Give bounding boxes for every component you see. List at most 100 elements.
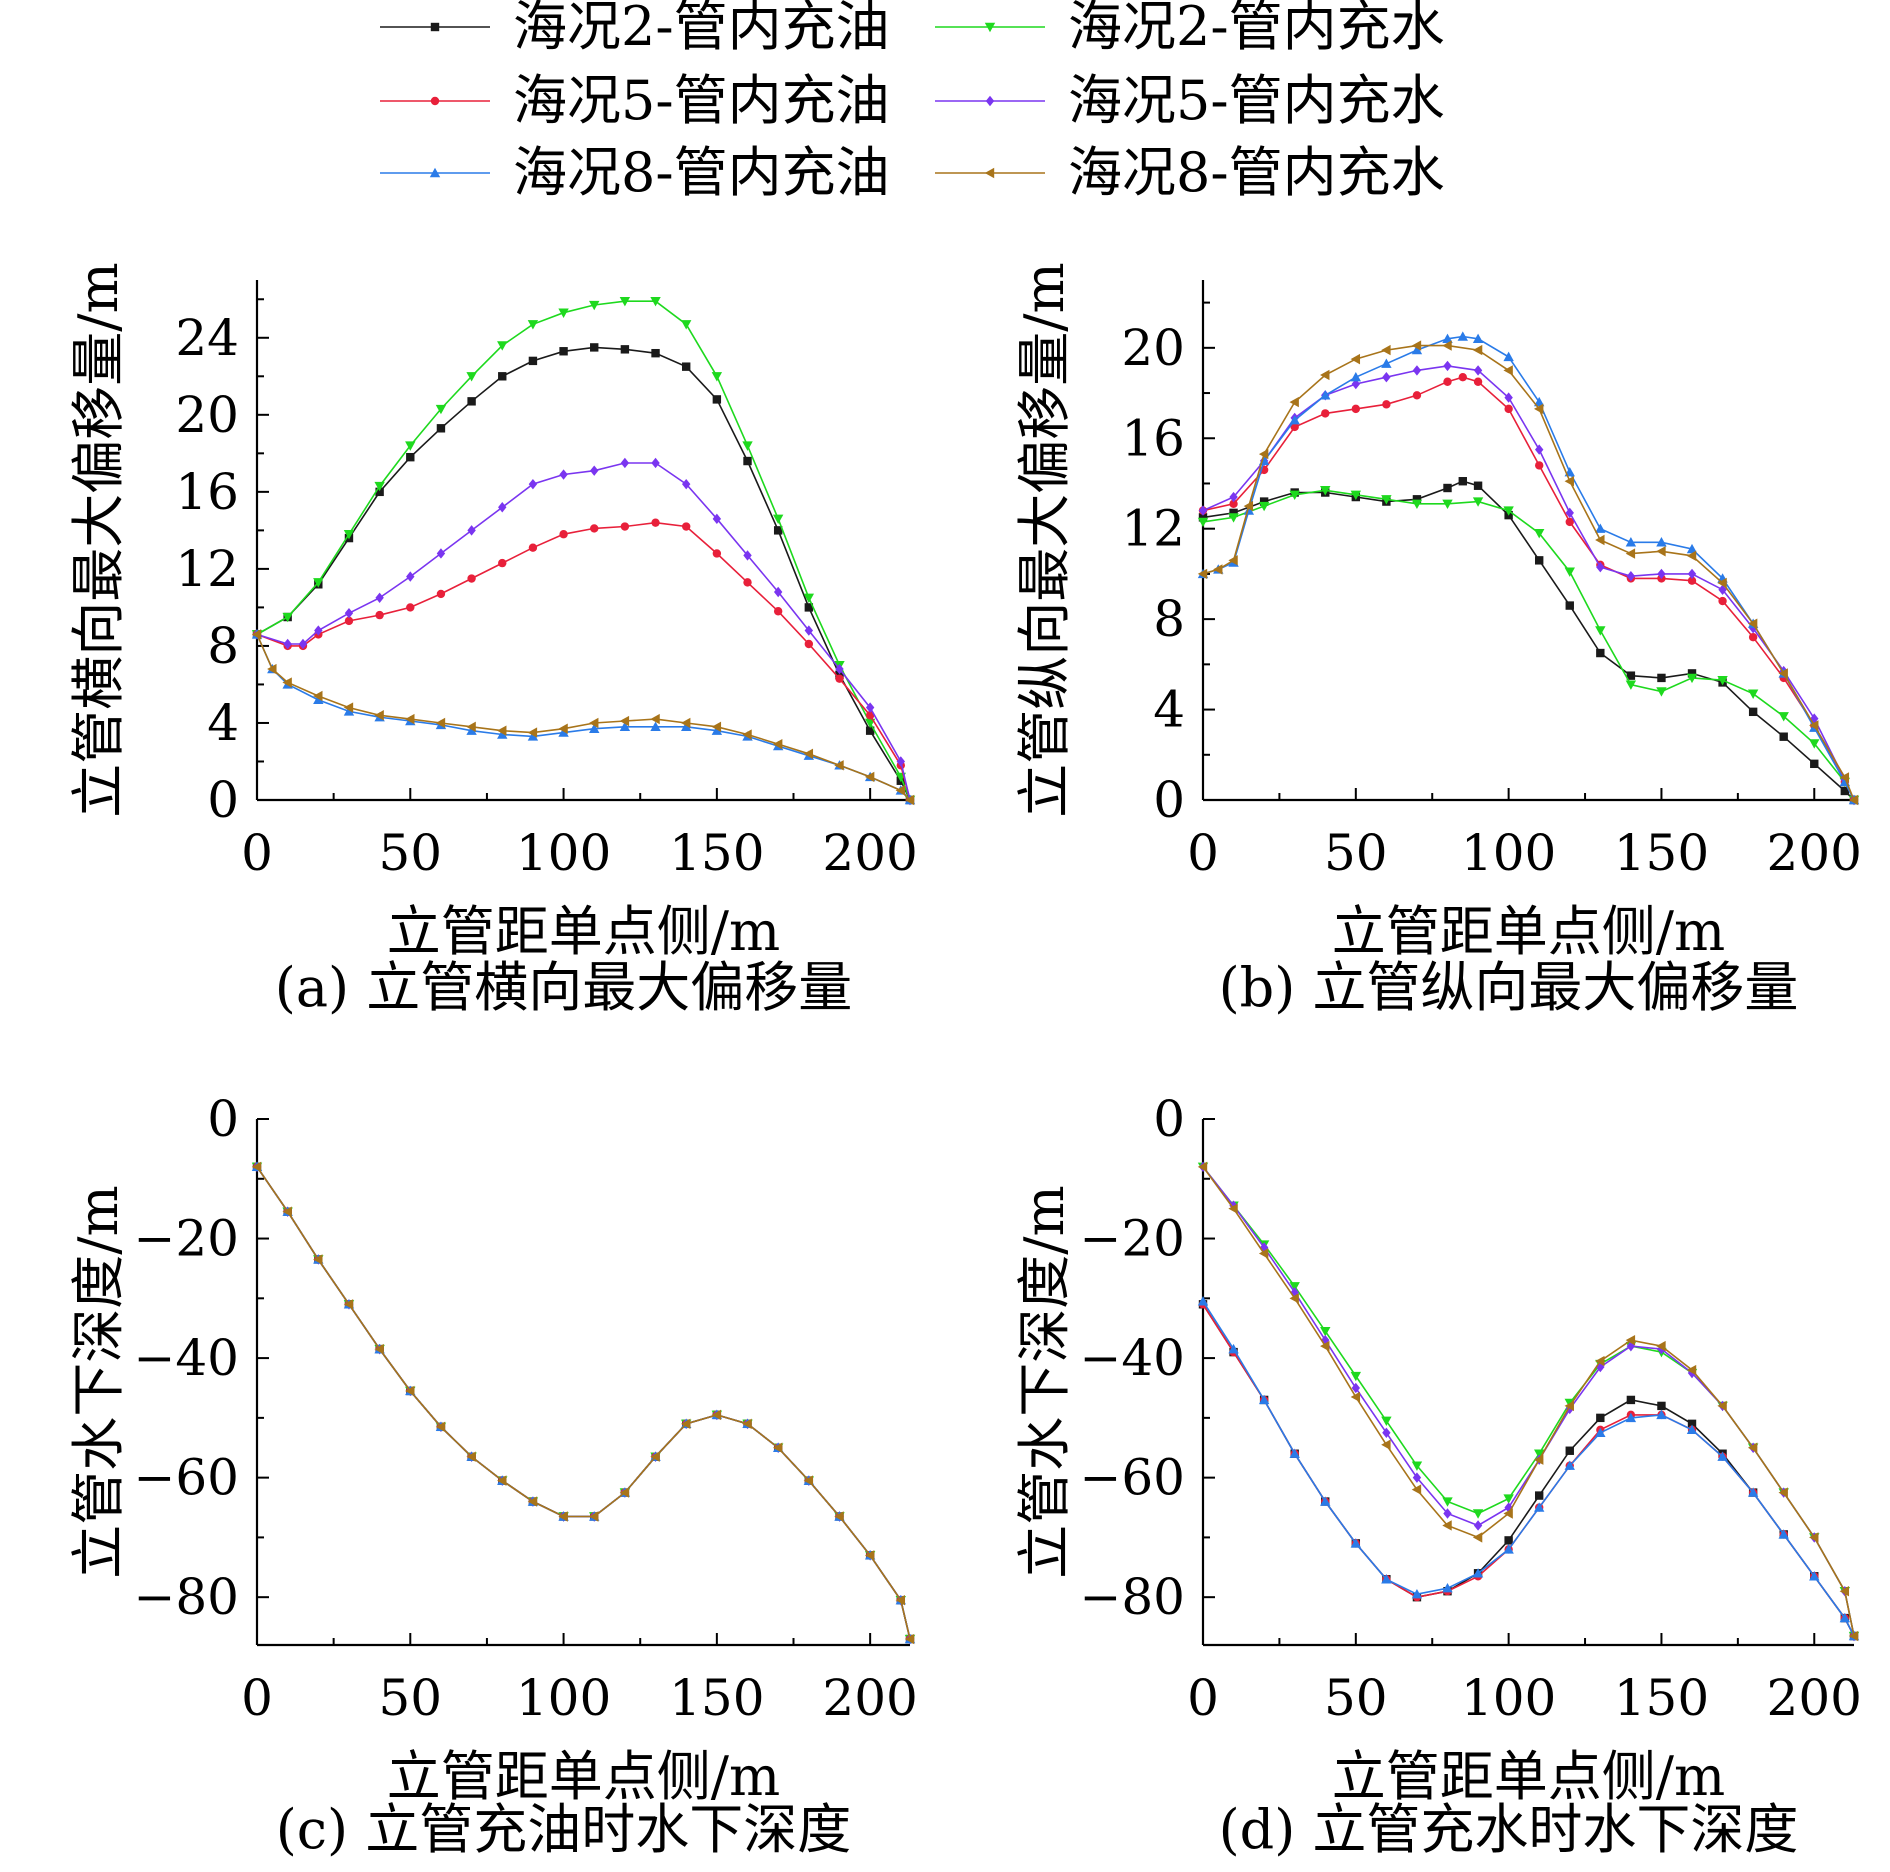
x-tick-label: 150 <box>669 1669 764 1727</box>
data-point-water_s2 <box>1533 529 1545 539</box>
data-point-water_s8 <box>313 1254 323 1265</box>
data-point-oil_s2 <box>1687 1419 1697 1429</box>
data-point-water_s5 <box>375 592 384 603</box>
y-tick-label: −40 <box>1079 1329 1185 1387</box>
data-point-water_s8 <box>1533 1454 1544 1465</box>
data-point-water_s8 <box>1656 546 1666 557</box>
x-tick-label: 100 <box>1461 1669 1556 1727</box>
x-tick-label: 200 <box>822 824 917 882</box>
series-line-oil_s5 <box>256 521 911 801</box>
y-tick-label: 12 <box>175 540 239 598</box>
data-point-water_s8 <box>1686 1364 1697 1376</box>
data-point-water_s8 <box>343 1299 354 1310</box>
data-point-water_s2 <box>313 578 324 588</box>
data-point-oil_s8 <box>313 694 324 705</box>
legend-label-water_s5: 海况5-管内充水 <box>1068 69 1445 132</box>
x-tick-label: 200 <box>1767 824 1862 882</box>
data-point-water_s8 <box>527 727 538 738</box>
data-point-water_s5 <box>590 465 599 476</box>
data-point-oil_s8 <box>1564 1460 1575 1470</box>
series-water_s5 <box>252 457 915 806</box>
data-point-water_s8 <box>1350 353 1361 365</box>
data-point-water_s2 <box>1381 1416 1392 1427</box>
data-point-water_s2 <box>681 320 692 330</box>
y-axis-label: 立管纵向最大偏移量/m <box>1013 262 1076 817</box>
y-tick-label: 8 <box>1153 590 1185 648</box>
data-point-oil_s2 <box>1657 673 1666 683</box>
series-line-water_s2 <box>256 1166 911 1640</box>
x-tick-label: 150 <box>1614 824 1709 882</box>
data-point-water_s8 <box>1778 1487 1788 1498</box>
data-point-water_s8 <box>1289 396 1299 408</box>
data-point-oil_s8 <box>1656 537 1667 547</box>
data-point-water_s2 <box>466 372 477 382</box>
data-point-water_s2 <box>1197 517 1209 528</box>
x-tick-label: 50 <box>1324 824 1388 882</box>
data-point-water_s8 <box>904 1633 915 1645</box>
data-point-water_s8 <box>619 715 630 727</box>
series-line-oil_s2 <box>256 1166 911 1640</box>
y-tick-label: 4 <box>207 694 239 752</box>
chart-title: (d) 立管充水时水下深度 <box>1219 1798 1799 1861</box>
data-point-oil_s8 <box>343 706 355 716</box>
series-water_s5 <box>1198 1161 1859 1642</box>
legend-marker-water_s5 <box>985 95 995 107</box>
data-point-water_s5 <box>1351 1382 1361 1394</box>
data-point-water_s8 <box>589 1511 599 1522</box>
data-point-water_s5 <box>743 550 752 561</box>
data-point-water_s5 <box>1626 570 1636 582</box>
data-point-oil_s2 <box>1473 481 1483 490</box>
data-point-water_s8 <box>1381 1439 1391 1450</box>
data-point-water_s2 <box>1320 486 1331 496</box>
chart-title: (b) 立管纵向最大偏移量 <box>1219 956 1799 1019</box>
data-point-water_s8 <box>864 1550 875 1561</box>
y-tick-label: 0 <box>1153 1090 1185 1148</box>
data-point-water_s8 <box>313 690 323 702</box>
data-point-oil_s8 <box>1442 1583 1453 1593</box>
data-point-water_s8 <box>1320 369 1330 381</box>
data-point-oil_s8 <box>1381 358 1392 368</box>
data-point-water_s2 <box>1350 490 1362 500</box>
data-point-water_s2 <box>1595 626 1606 636</box>
series-line-oil_s2 <box>1202 480 1855 801</box>
data-point-oil_s5 <box>1748 633 1758 642</box>
data-point-water_s5 <box>1596 561 1605 573</box>
data-point-water_s8 <box>864 771 875 783</box>
data-point-water_s8 <box>558 1511 568 1522</box>
data-point-oil_s8 <box>1686 1424 1698 1435</box>
y-tick-label: −80 <box>1079 1568 1185 1626</box>
chart-title: (a) 立管横向最大偏移量 <box>275 956 853 1019</box>
data-point-water_s5 <box>1718 584 1727 595</box>
data-point-water_s8 <box>267 663 277 675</box>
x-axis-label: 立管距单点侧/m <box>1332 900 1725 963</box>
data-point-oil_s8 <box>1350 372 1362 382</box>
data-point-oil_s2 <box>865 726 875 735</box>
data-point-water_s8 <box>527 1496 538 1507</box>
data-point-oil_s2 <box>1565 601 1574 610</box>
data-point-water_s2 <box>1747 689 1759 699</box>
data-point-oil_s2 <box>1504 1536 1513 1545</box>
data-point-water_s5 <box>1412 1472 1422 1483</box>
data-point-oil_s8 <box>1197 1296 1209 1306</box>
data-point-oil_s5 <box>559 530 568 539</box>
chart-title: (c) 立管充油时水下深度 <box>276 1798 852 1861</box>
data-point-oil_s5 <box>1687 576 1697 585</box>
data-point-oil_s8 <box>1258 1394 1270 1405</box>
data-point-oil_s8 <box>589 723 600 733</box>
data-point-oil_s5 <box>406 603 415 612</box>
series-water_s8 <box>1197 1161 1859 1642</box>
data-point-oil_s5 <box>1534 461 1544 470</box>
data-point-oil_s2 <box>682 362 691 371</box>
data-point-oil_s5 <box>804 639 814 649</box>
data-point-water_s5 <box>314 625 323 636</box>
data-point-water_s2 <box>1472 1509 1484 1519</box>
data-point-oil_s5 <box>528 543 538 552</box>
data-point-water_s5 <box>1657 568 1666 580</box>
data-point-water_s8 <box>742 1418 752 1430</box>
data-point-water_s2 <box>1442 1497 1453 1507</box>
data-point-oil_s8 <box>1595 523 1606 533</box>
data-point-water_s2 <box>1320 1326 1331 1337</box>
data-point-water_s2 <box>1472 497 1484 507</box>
data-point-oil_s2 <box>1626 671 1636 680</box>
y-tick-label: 20 <box>1121 319 1185 377</box>
